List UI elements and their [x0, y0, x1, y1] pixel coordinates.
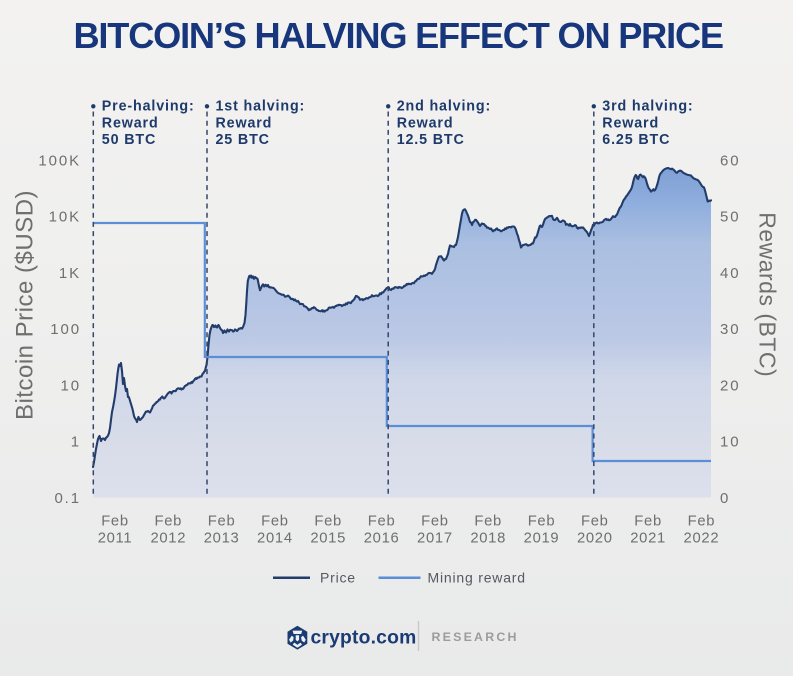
svg-text:10: 10 [720, 434, 741, 451]
svg-text:Mining reward: Mining reward [428, 570, 526, 586]
svg-text:2017: 2017 [417, 531, 453, 547]
svg-text:50 BTC: 50 BTC [102, 132, 156, 148]
svg-text:25 BTC: 25 BTC [216, 132, 270, 148]
svg-text:Feb: Feb [314, 514, 342, 530]
svg-text:20: 20 [720, 377, 741, 394]
svg-text:2020: 2020 [577, 531, 613, 547]
svg-text:Reward: Reward [397, 115, 454, 131]
svg-text:2014: 2014 [257, 531, 293, 547]
svg-text:1K: 1K [59, 265, 81, 282]
svg-text:2013: 2013 [204, 531, 240, 547]
svg-text:Rewards (BTC): Rewards (BTC) [755, 212, 781, 377]
svg-text:crypto.com: crypto.com [311, 628, 417, 649]
svg-text:Price: Price [320, 570, 356, 586]
svg-text:10K: 10K [49, 209, 81, 226]
svg-text:2018: 2018 [470, 531, 506, 547]
svg-text:2012: 2012 [150, 531, 186, 547]
svg-text:Reward: Reward [602, 115, 659, 131]
svg-text:Pre-halving:: Pre-halving: [102, 99, 195, 115]
svg-text:2015: 2015 [310, 531, 346, 547]
svg-text:Reward: Reward [102, 115, 159, 131]
svg-text:Feb: Feb [474, 514, 502, 530]
svg-text:Feb: Feb [688, 514, 716, 530]
svg-text:Feb: Feb [261, 514, 289, 530]
svg-text:Feb: Feb [208, 514, 236, 530]
svg-text:0: 0 [720, 490, 730, 507]
svg-text:Feb: Feb [154, 514, 182, 530]
svg-text:2021: 2021 [630, 531, 666, 547]
svg-text:50: 50 [720, 209, 741, 226]
svg-text:6.25 BTC: 6.25 BTC [602, 132, 670, 148]
svg-text:1: 1 [71, 434, 81, 451]
svg-text:3rd halving:: 3rd halving: [602, 99, 693, 115]
svg-text:10: 10 [61, 377, 82, 394]
svg-text:2011: 2011 [98, 531, 133, 547]
svg-text:2nd halving:: 2nd halving: [397, 99, 491, 115]
svg-text:Feb: Feb [368, 514, 396, 530]
svg-text:30: 30 [720, 321, 741, 338]
svg-text:Feb: Feb [634, 514, 662, 530]
svg-text:100: 100 [50, 321, 81, 338]
svg-text:Bitcoin Price ($USD): Bitcoin Price ($USD) [12, 190, 39, 420]
svg-text:0.1: 0.1 [54, 490, 81, 507]
svg-text:Feb: Feb [581, 514, 609, 530]
svg-text:1st halving:: 1st halving: [216, 99, 306, 115]
svg-text:Feb: Feb [528, 514, 556, 530]
svg-text:2022: 2022 [684, 531, 720, 547]
svg-text:2019: 2019 [524, 531, 560, 547]
svg-text:Feb: Feb [101, 514, 129, 530]
svg-text:RESEARCH: RESEARCH [432, 630, 519, 644]
svg-text:Reward: Reward [216, 115, 273, 131]
svg-text:12.5 BTC: 12.5 BTC [397, 132, 465, 148]
svg-text:40: 40 [720, 265, 741, 282]
svg-text:Feb: Feb [421, 514, 449, 530]
svg-text:60: 60 [720, 152, 741, 169]
svg-text:2016: 2016 [364, 531, 400, 547]
svg-text:100K: 100K [38, 152, 81, 169]
